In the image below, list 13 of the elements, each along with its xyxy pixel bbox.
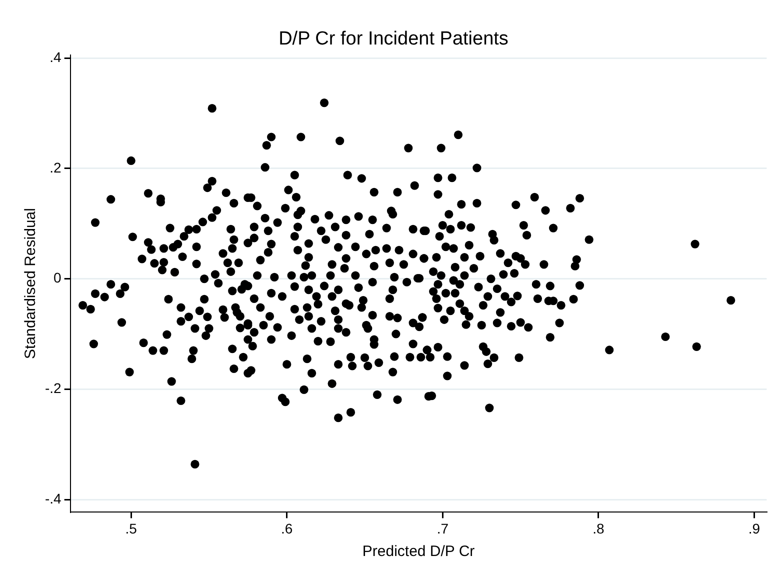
y-tick-label: 0	[54, 270, 62, 286]
x-tick-label: .9	[748, 520, 760, 536]
x-tick-label: .7	[436, 520, 449, 536]
x-tick-label: .5	[125, 520, 138, 536]
x-axis-title: Predicted D/P Cr	[362, 543, 475, 560]
y-tick-label: -.2	[44, 380, 62, 396]
x-tick-label: .6	[281, 520, 293, 536]
y-axis-title: Standardised Residual	[22, 208, 40, 359]
x-tick-label: .8	[592, 520, 604, 536]
y-tick-label: .2	[50, 159, 62, 176]
y-tick-label: -.4	[44, 490, 62, 506]
chart-title: D/P Cr for Incident Patients	[278, 28, 508, 50]
y-tick-label: .4	[50, 48, 62, 65]
